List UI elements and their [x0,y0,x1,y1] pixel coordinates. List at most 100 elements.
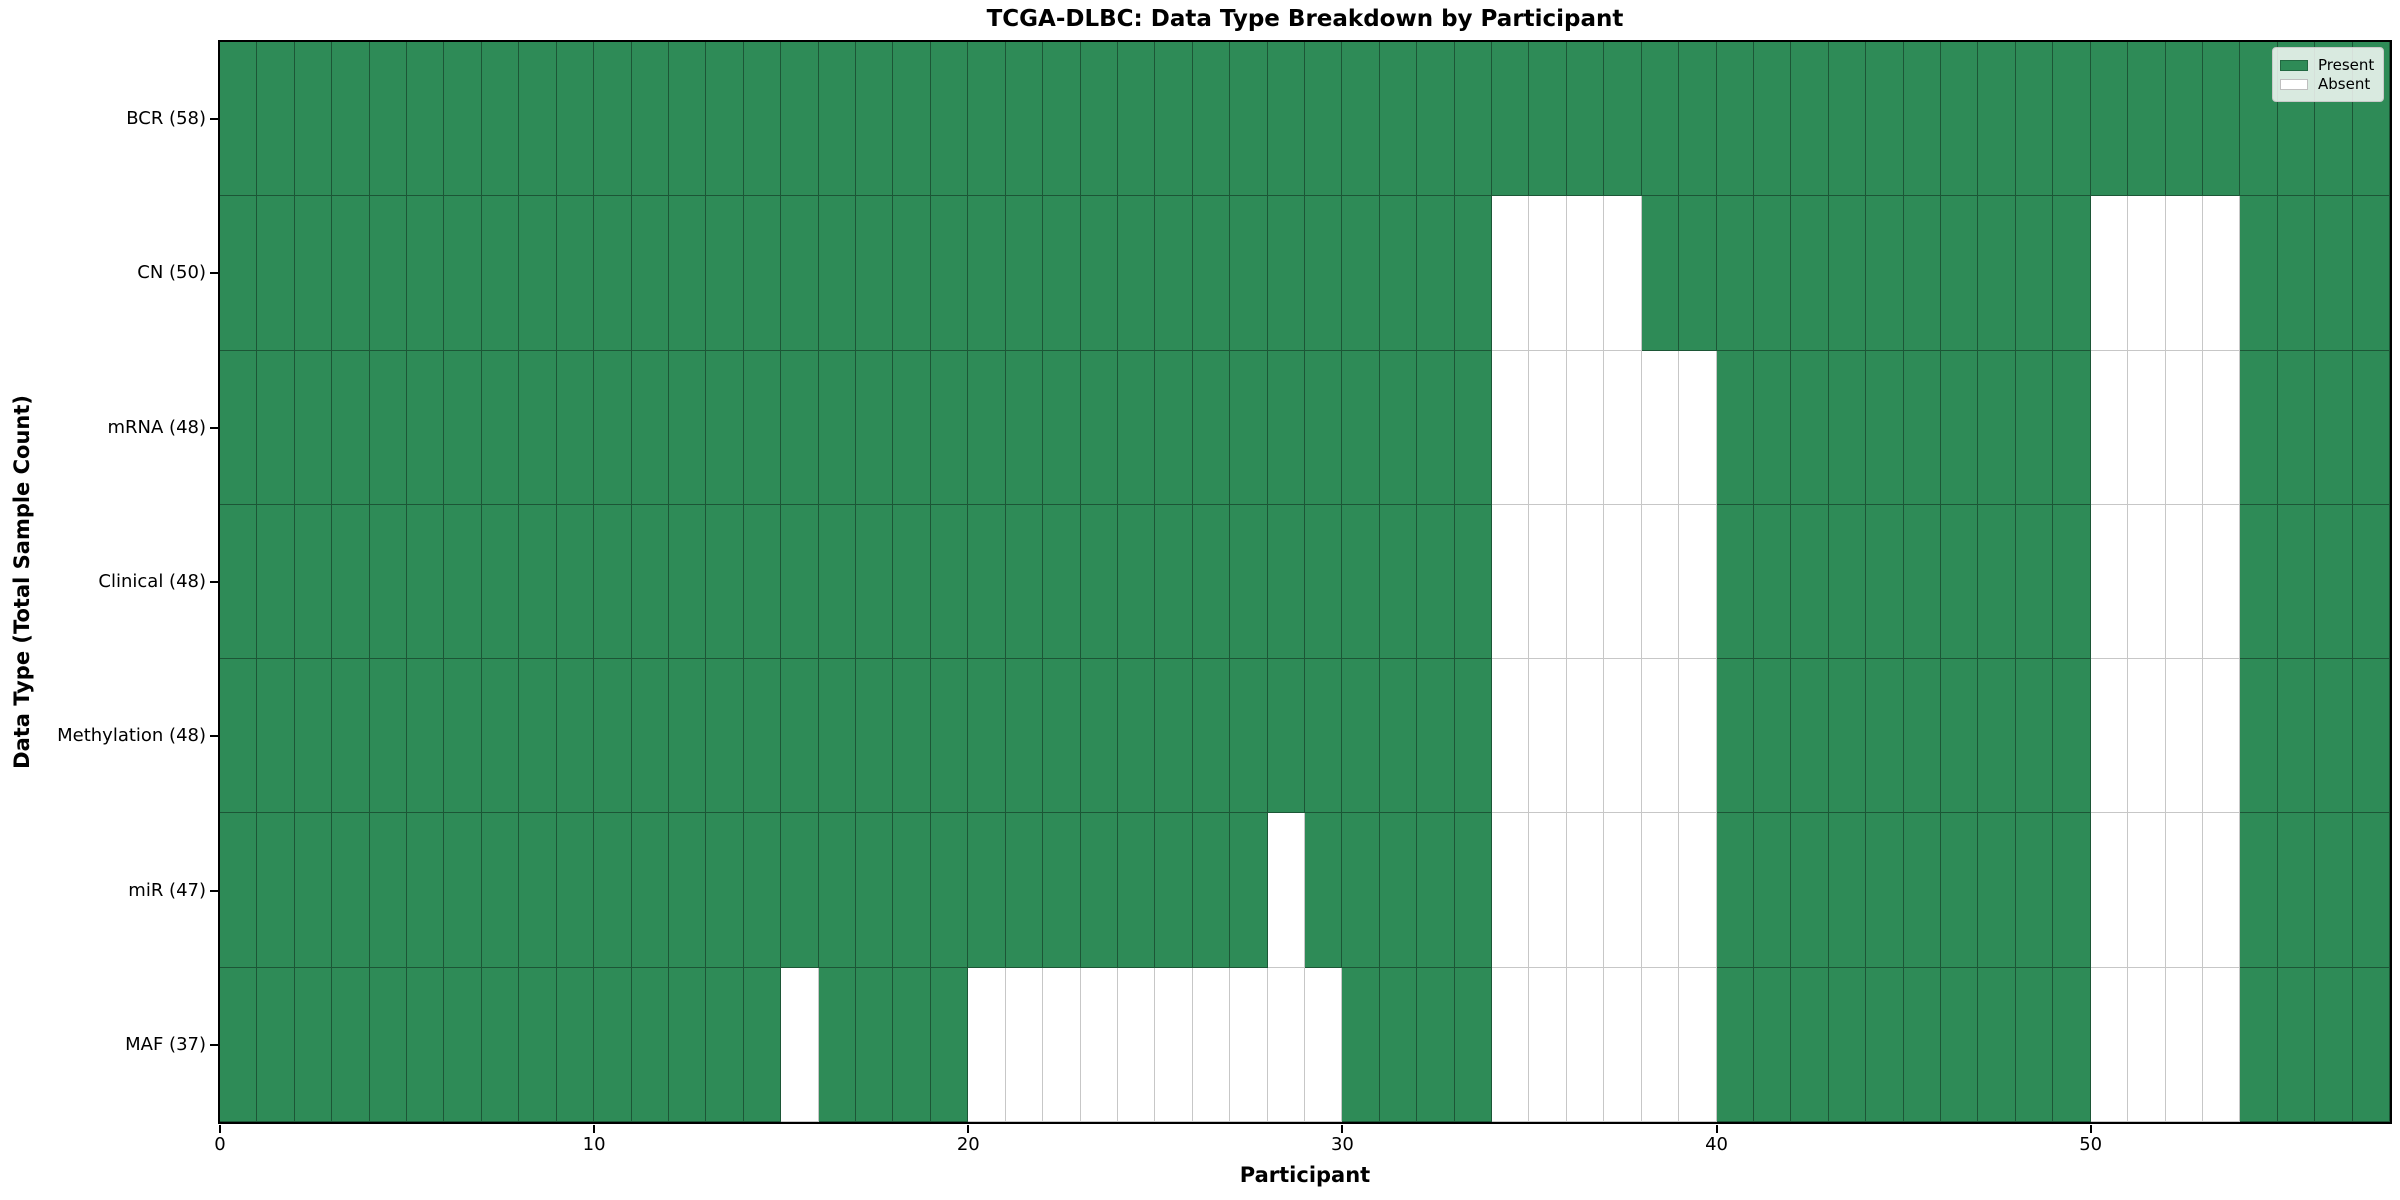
heatmap-cell [1342,196,1380,351]
heatmap-cell [1941,659,1979,814]
heatmap-cell [1080,42,1118,197]
heatmap-cell [1566,196,1605,351]
y-axis-label-wrap: Data Type (Total Sample Count) [2,42,42,1122]
heatmap-cell [1529,350,1567,505]
heatmap-cell [893,813,931,968]
heatmap-cell [930,659,969,814]
heatmap-cell [1454,659,1493,814]
heatmap-cell [556,350,595,505]
heatmap-cell [1566,504,1605,660]
x-axis-label: Participant [1239,1163,1371,1187]
heatmap-cell [481,196,520,351]
heatmap-cell [1304,504,1343,660]
heatmap-cell [1417,504,1455,660]
legend-label-present: Present [2318,56,2375,74]
heatmap-cell [2015,350,2054,505]
heatmap-cell [1080,504,1118,660]
heatmap-cell [1716,659,1754,814]
heatmap-cell [1866,42,1904,197]
heatmap-cell [2277,659,2316,814]
heatmap-cell [2053,504,2091,660]
y-tick-label: CN (50) [137,262,206,284]
heatmap-cell [743,350,782,505]
heatmap-cell [1791,813,1829,968]
heatmap-cell [257,659,295,814]
heatmap-cell [1492,659,1530,814]
heatmap-cell [1005,813,1044,968]
heatmap-cell [968,196,1006,351]
heatmap-cell [1828,967,1867,1122]
heatmap-cell [743,42,782,197]
heatmap-cell [1866,659,1904,814]
heatmap-cell [856,196,894,351]
heatmap-cell [743,967,782,1122]
heatmap-cell [1492,504,1530,660]
heatmap-cell [1492,967,1530,1122]
y-tick-label: mRNA (48) [107,416,207,438]
heatmap-cell [1043,659,1081,814]
x-tick-label: 30 [1330,1134,1354,1155]
plot-area [218,40,2392,1124]
heatmap-cell [2128,350,2166,505]
heatmap-cell [2240,504,2278,660]
y-tick-mark [210,889,218,892]
heatmap-cell [481,42,520,197]
heatmap-cell [2015,42,2054,197]
heatmap-cell [1679,504,1717,660]
heatmap-cell [668,659,707,814]
heatmap-cell [444,813,482,968]
heatmap-cell [1791,196,1829,351]
heatmap-cell [1155,42,1193,197]
heatmap-cell [556,813,595,968]
heatmap-cell [818,196,857,351]
heatmap-cell [1379,659,1418,814]
y-tick-label: Clinical (48) [98,571,206,592]
heatmap-cell [1117,504,1156,660]
heatmap-cell [332,967,370,1122]
heatmap-cell [2165,42,2203,197]
heatmap-cell [2315,196,2353,351]
heatmap-cell [257,196,295,351]
heatmap-cell [2240,659,2278,814]
heatmap-cell [1267,196,1305,351]
heatmap-cell [1379,504,1418,660]
heatmap-cell [818,967,857,1122]
heatmap-cell [1417,350,1455,505]
heatmap-cell [1080,813,1118,968]
heatmap-cell [2277,813,2316,968]
heatmap-cell [1641,967,1680,1122]
heatmap-cell [818,504,857,660]
heatmap-cell [332,350,370,505]
heatmap-cell [1417,42,1455,197]
heatmap-cell [1155,967,1193,1122]
heatmap-cell [668,350,707,505]
heatmap-cell [2053,659,2091,814]
heatmap-cell [1679,967,1717,1122]
heatmap-cell [668,42,707,197]
heatmap-cell [1978,42,2016,197]
heatmap-cell [1903,350,1942,505]
heatmap-cell [743,659,782,814]
heatmap-cell [1529,659,1567,814]
heatmap-cell [1043,504,1081,660]
heatmap-cell [781,196,819,351]
heatmap-cell [1753,504,1792,660]
heatmap-cell [1379,196,1418,351]
heatmap-cell [2202,813,2241,968]
heatmap-cell [407,813,445,968]
heatmap-cell [1753,813,1792,968]
heatmap-cell [1267,659,1305,814]
heatmap-cell [1417,813,1455,968]
heatmap-cell [1005,196,1044,351]
heatmap-cell [2053,967,2091,1122]
legend-entry-absent: Absent [2280,76,2374,92]
heatmap-cell [1454,196,1493,351]
heatmap-cell [1791,42,1829,197]
heatmap-cell [930,350,969,505]
heatmap-cell [743,813,782,968]
heatmap-cell [1005,350,1044,505]
heatmap-cell [631,504,669,660]
heatmap-cell [481,813,520,968]
heatmap-cell [2352,504,2390,660]
heatmap-cell [1679,42,1717,197]
